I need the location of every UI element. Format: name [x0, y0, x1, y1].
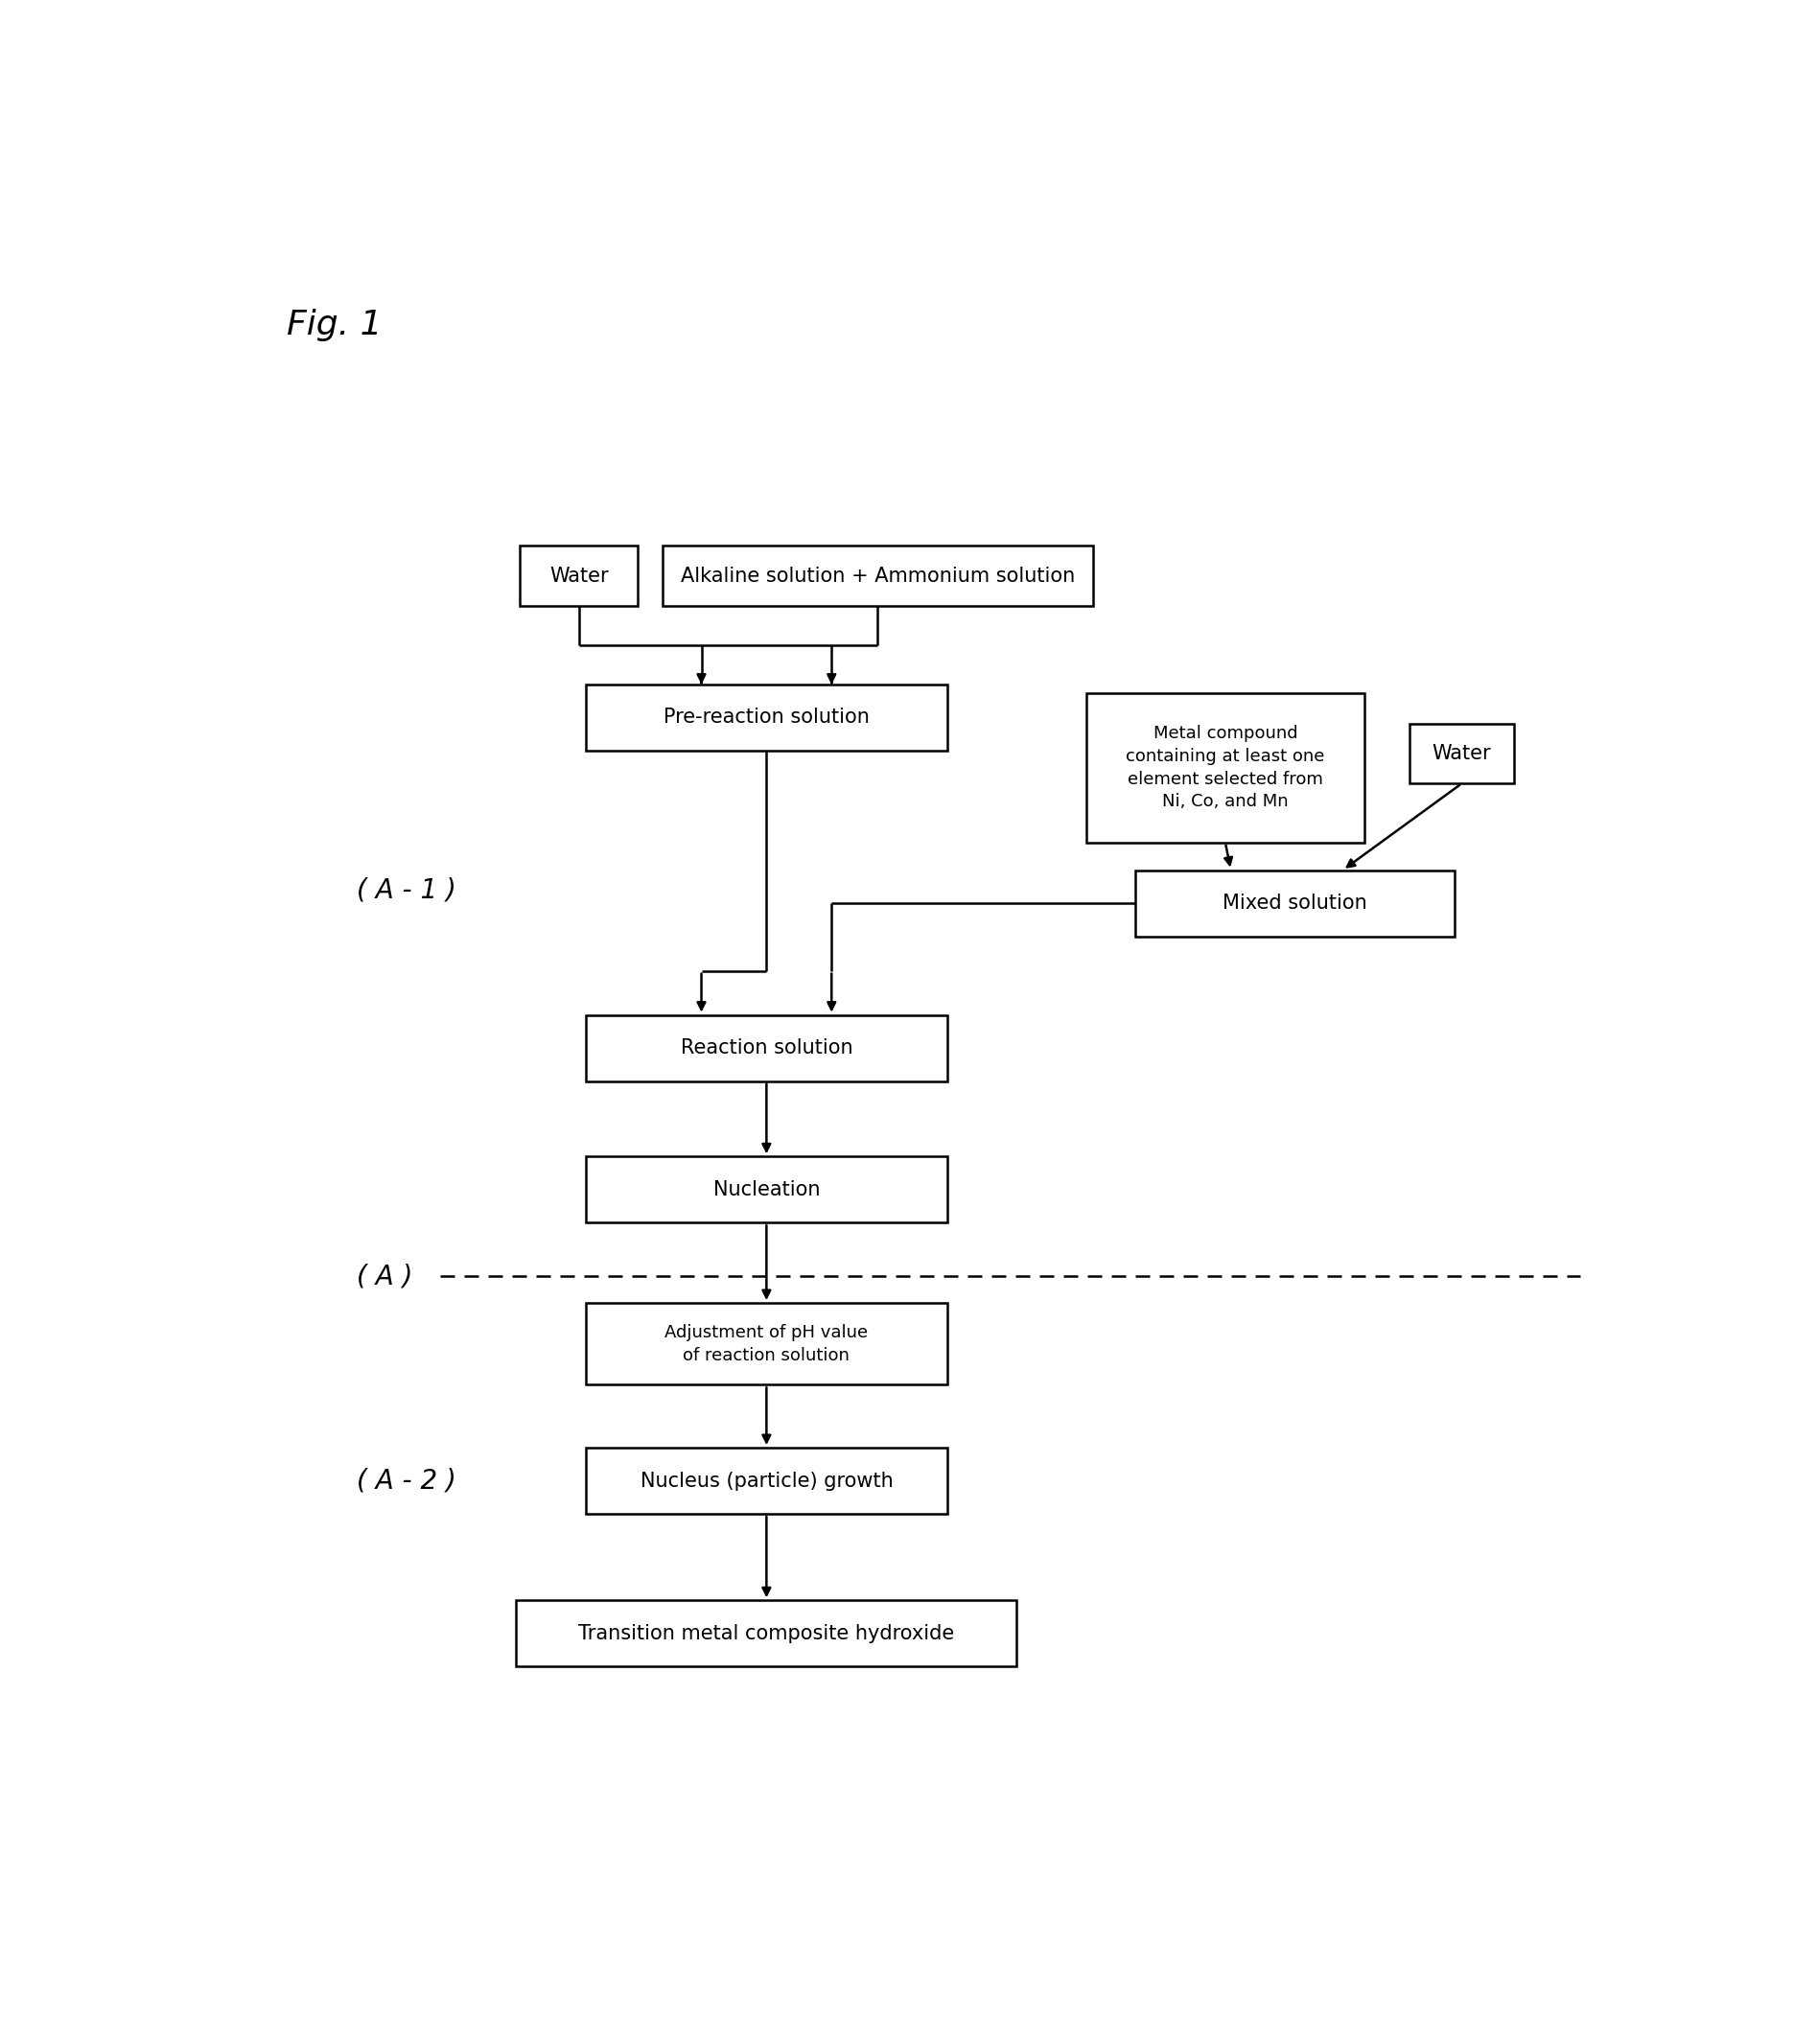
Bar	[517, 1600, 1017, 1666]
Text: Water: Water	[1432, 744, 1491, 762]
Text: Water: Water	[549, 566, 608, 585]
Text: Mixed solution: Mixed solution	[1222, 893, 1367, 914]
Bar	[1085, 693, 1363, 842]
Text: Pre-reaction solution: Pre-reaction solution	[664, 707, 870, 728]
Text: Fig. 1: Fig. 1	[287, 309, 382, 341]
Bar	[1410, 724, 1514, 783]
Bar	[585, 1302, 947, 1384]
Bar	[585, 685, 947, 750]
Bar	[585, 1157, 947, 1222]
Text: ( A ): ( A )	[357, 1263, 413, 1290]
Text: Alkaline solution + Ammonium solution: Alkaline solution + Ammonium solution	[680, 566, 1075, 585]
Bar	[1136, 871, 1455, 936]
Bar	[662, 546, 1093, 605]
Text: Nucleus (particle) growth: Nucleus (particle) growth	[640, 1472, 893, 1490]
Bar	[520, 546, 639, 605]
Text: Nucleation: Nucleation	[712, 1179, 820, 1200]
Bar	[585, 1016, 947, 1081]
Bar	[585, 1447, 947, 1515]
Text: Reaction solution: Reaction solution	[680, 1038, 852, 1057]
Text: ( A - 1 ): ( A - 1 )	[357, 877, 456, 903]
Text: Transition metal composite hydroxide: Transition metal composite hydroxide	[578, 1623, 954, 1643]
Text: ( A - 2 ): ( A - 2 )	[357, 1468, 456, 1494]
Text: Adjustment of pH value
of reaction solution: Adjustment of pH value of reaction solut…	[666, 1325, 868, 1363]
Text: Metal compound
containing at least one
element selected from
Ni, Co, and Mn: Metal compound containing at least one e…	[1127, 726, 1324, 809]
